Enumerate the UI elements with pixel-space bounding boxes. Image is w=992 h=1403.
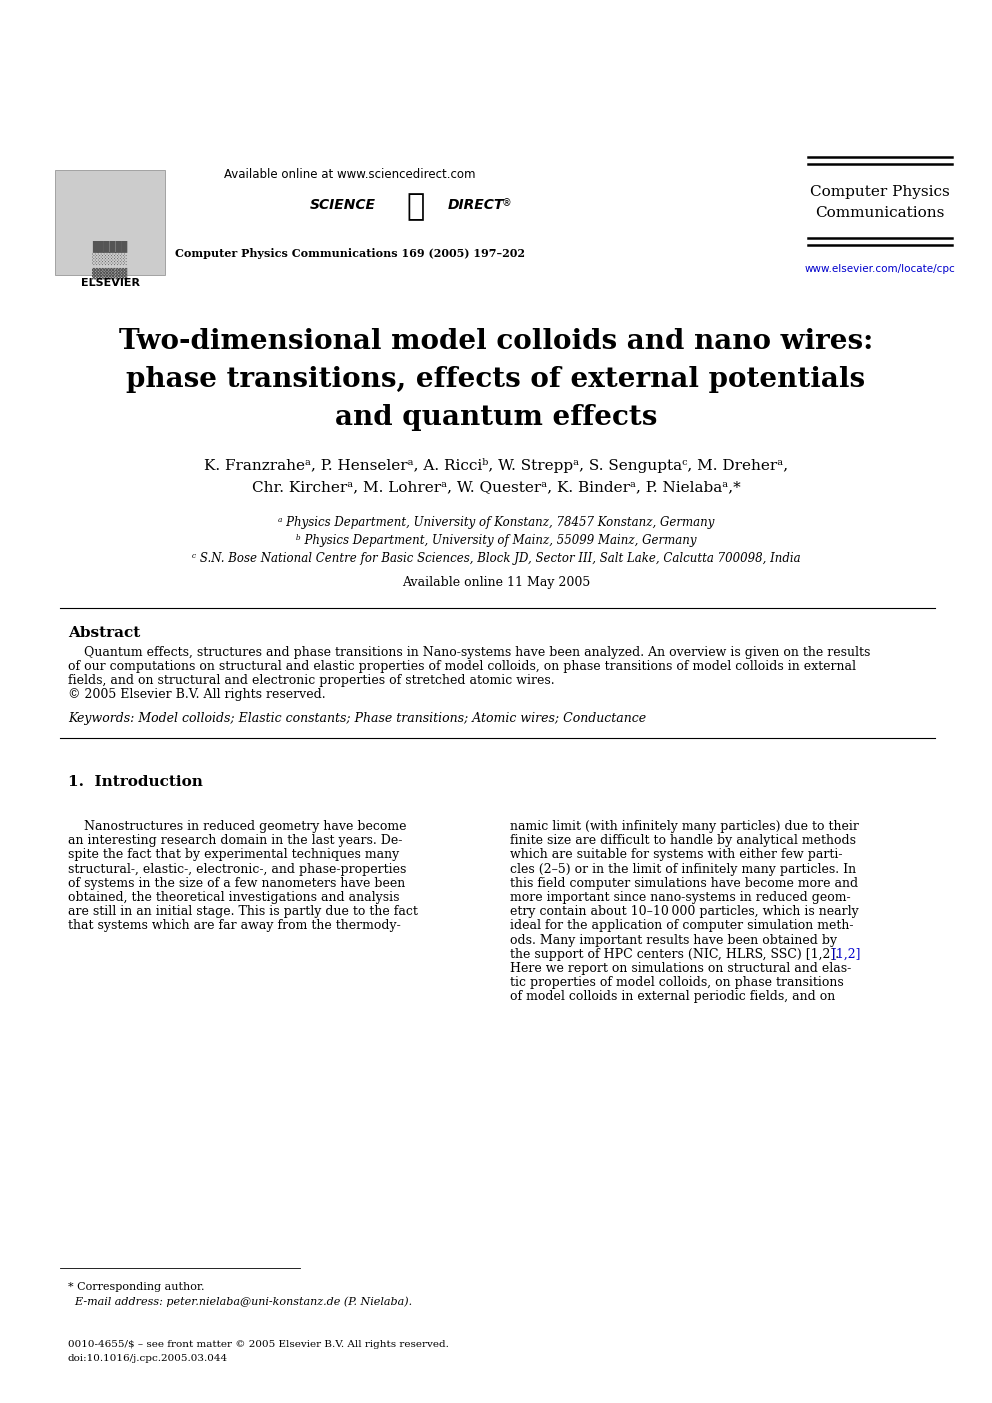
Text: Quantum effects, structures and phase transitions in Nano-systems have been anal: Quantum effects, structures and phase tr… [68, 645, 870, 659]
Text: that systems which are far away from the thermody-: that systems which are far away from the… [68, 919, 401, 933]
Text: fields, and on structural and electronic properties of stretched atomic wires.: fields, and on structural and electronic… [68, 673, 555, 687]
Text: ELSEVIER: ELSEVIER [80, 278, 140, 288]
Text: are still in an initial stage. This is partly due to the fact: are still in an initial stage. This is p… [68, 905, 418, 918]
Text: Here we report on simulations on structural and elas-: Here we report on simulations on structu… [510, 962, 851, 975]
Text: Available online 11 May 2005: Available online 11 May 2005 [402, 577, 590, 589]
Text: cles (2–5) or in the limit of infinitely many particles. In: cles (2–5) or in the limit of infinitely… [510, 863, 856, 875]
Text: spite the fact that by experimental techniques many: spite the fact that by experimental tech… [68, 849, 399, 861]
Text: phase transitions, effects of external potentials: phase transitions, effects of external p… [126, 366, 866, 393]
Text: structural-, elastic-, electronic-, and phase-properties: structural-, elastic-, electronic-, and … [68, 863, 407, 875]
Text: [1,2]: [1,2] [832, 948, 861, 961]
Text: ᶜ S.N. Bose National Centre for Basic Sciences, Block JD, Sector III, Salt Lake,: ᶜ S.N. Bose National Centre for Basic Sc… [191, 551, 801, 565]
Text: Available online at www.sciencedirect.com: Available online at www.sciencedirect.co… [224, 168, 476, 181]
Text: etry contain about 10–10 000 particles, which is nearly: etry contain about 10–10 000 particles, … [510, 905, 859, 918]
Text: ods. Many important results have been obtained by: ods. Many important results have been ob… [510, 933, 837, 947]
Text: ᵇ Physics Department, University of Mainz, 55099 Mainz, Germany: ᵇ Physics Department, University of Main… [296, 535, 696, 547]
Text: E-mail address: peter.nielaba@uni-konstanz.de (P. Nielaba).: E-mail address: peter.nielaba@uni-konsta… [68, 1296, 412, 1306]
Text: Keywords: Model colloids; Elastic constants; Phase transitions; Atomic wires; Co: Keywords: Model colloids; Elastic consta… [68, 711, 646, 725]
Text: Computer Physics Communications 169 (2005) 197–202: Computer Physics Communications 169 (200… [175, 248, 525, 260]
Text: namic limit (with infinitely many particles) due to their: namic limit (with infinitely many partic… [510, 819, 859, 833]
Text: K. Franzraheᵃ, P. Henselerᵃ, A. Ricciᵇ, W. Streppᵃ, S. Senguptaᶜ, M. Dreherᵃ,: K. Franzraheᵃ, P. Henselerᵃ, A. Ricciᵇ, … [204, 457, 788, 473]
Text: Nanostructures in reduced geometry have become: Nanostructures in reduced geometry have … [68, 819, 407, 833]
Text: the support of HPC centers (NIC, HLRS, SSC) [1,2].: the support of HPC centers (NIC, HLRS, S… [510, 948, 839, 961]
Text: this field computer simulations have become more and: this field computer simulations have bec… [510, 877, 858, 890]
Text: of systems in the size of a few nanometers have been: of systems in the size of a few nanomete… [68, 877, 406, 890]
Text: which are suitable for systems with either few parti-: which are suitable for systems with eith… [510, 849, 842, 861]
Text: and quantum effects: and quantum effects [335, 404, 657, 431]
Text: SCIENCE: SCIENCE [310, 198, 376, 212]
Text: DIRECT: DIRECT [448, 198, 504, 212]
Text: of model colloids in external periodic fields, and on: of model colloids in external periodic f… [510, 991, 835, 1003]
Text: ®: ® [502, 198, 512, 208]
Text: * Corresponding author.: * Corresponding author. [68, 1282, 204, 1292]
Text: more important since nano-systems in reduced geom-: more important since nano-systems in red… [510, 891, 850, 904]
Text: Two-dimensional model colloids and nano wires:: Two-dimensional model colloids and nano … [119, 328, 873, 355]
Text: www.elsevier.com/locate/cpc: www.elsevier.com/locate/cpc [805, 264, 955, 274]
Text: finite size are difficult to handle by analytical methods: finite size are difficult to handle by a… [510, 835, 856, 847]
Text: ██████
░░░░░░
▓▓▓▓▓▓: ██████ ░░░░░░ ▓▓▓▓▓▓ [92, 240, 128, 279]
Text: 0010-4655/$ – see front matter © 2005 Elsevier B.V. All rights reserved.: 0010-4655/$ – see front matter © 2005 El… [68, 1340, 448, 1350]
Text: Chr. Kircherᵃ, M. Lohrerᵃ, W. Questerᵃ, K. Binderᵃ, P. Nielabaᵃ,*: Chr. Kircherᵃ, M. Lohrerᵃ, W. Questerᵃ, … [252, 480, 740, 494]
Text: ideal for the application of computer simulation meth-: ideal for the application of computer si… [510, 919, 853, 933]
Text: ᵃ Physics Department, University of Konstanz, 78457 Konstanz, Germany: ᵃ Physics Department, University of Kons… [278, 516, 714, 529]
Text: of our computations on structural and elastic properties of model colloids, on p: of our computations on structural and el… [68, 659, 856, 673]
Text: Abstract: Abstract [68, 626, 140, 640]
Text: obtained, the theoretical investigations and analysis: obtained, the theoretical investigations… [68, 891, 400, 904]
Text: doi:10.1016/j.cpc.2005.03.044: doi:10.1016/j.cpc.2005.03.044 [68, 1354, 228, 1362]
Text: © 2005 Elsevier B.V. All rights reserved.: © 2005 Elsevier B.V. All rights reserved… [68, 687, 325, 702]
Text: ⓐ: ⓐ [407, 192, 426, 222]
Text: an interesting research domain in the last years. De-: an interesting research domain in the la… [68, 835, 403, 847]
Text: Communications: Communications [815, 206, 944, 220]
Text: tic properties of model colloids, on phase transitions: tic properties of model colloids, on pha… [510, 976, 844, 989]
Text: Computer Physics: Computer Physics [810, 185, 950, 199]
Text: 1.  Introduction: 1. Introduction [68, 774, 203, 788]
FancyBboxPatch shape [55, 170, 165, 275]
